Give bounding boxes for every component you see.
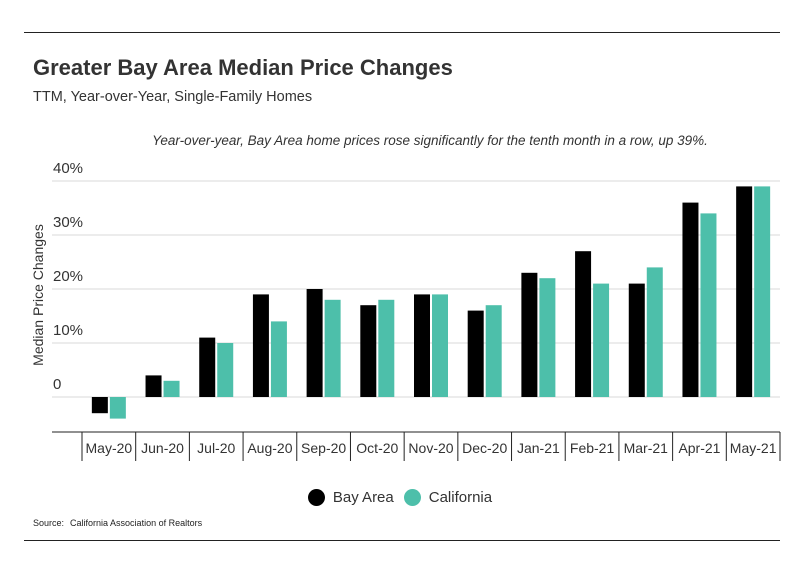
source-label: Source: bbox=[33, 518, 65, 528]
source-text: California Association of Realtors bbox=[70, 518, 203, 528]
y-tick-label: 40% bbox=[53, 160, 83, 177]
bar-california bbox=[378, 299, 395, 397]
bar-bay-area bbox=[414, 294, 430, 397]
x-tick-label: Feb-21 bbox=[570, 440, 615, 456]
bar-california bbox=[539, 278, 556, 397]
x-tick-label: Dec-20 bbox=[462, 440, 507, 456]
x-tick-label: Nov-20 bbox=[408, 440, 453, 456]
x-tick-label: Jan-21 bbox=[517, 440, 560, 456]
bar-bay-area bbox=[145, 375, 162, 397]
bottom-rule bbox=[24, 540, 780, 541]
legend-label-california: California bbox=[428, 489, 493, 506]
bar-california bbox=[109, 397, 126, 419]
legend-label-bay-area: Bay Area bbox=[332, 489, 394, 506]
bar-bay-area bbox=[199, 337, 216, 397]
bar-california bbox=[324, 299, 341, 397]
x-tick-label: Jun-20 bbox=[141, 440, 184, 456]
source-note: Source: California Association of Realtor… bbox=[33, 518, 208, 528]
bar-bay-area bbox=[682, 202, 699, 397]
bar-california bbox=[270, 321, 287, 397]
x-tick-label: Sep-20 bbox=[301, 440, 346, 456]
x-tick-label: May-21 bbox=[730, 440, 777, 456]
legend-item-california: California bbox=[403, 489, 493, 506]
y-tick-label: 10% bbox=[53, 322, 83, 339]
chart-annotation: Year-over-year, Bay Area home prices ros… bbox=[152, 133, 708, 148]
chart-subtitle: TTM, Year-over-Year, Single-Family Homes bbox=[33, 89, 313, 105]
bar-california bbox=[646, 267, 663, 397]
bar-california bbox=[432, 294, 448, 397]
bar-bay-area bbox=[360, 305, 377, 397]
bar-california bbox=[217, 343, 234, 397]
x-tick-label: Apr-21 bbox=[678, 440, 720, 456]
bar-bay-area bbox=[91, 397, 108, 414]
bar-bay-area bbox=[306, 289, 323, 397]
bar-california bbox=[754, 186, 771, 397]
x-tick-label: Aug-20 bbox=[247, 440, 292, 456]
bar-california bbox=[163, 380, 180, 397]
x-tick-label: Mar-21 bbox=[624, 440, 669, 456]
y-tick-label: 20% bbox=[53, 268, 83, 285]
bar-bay-area bbox=[736, 186, 753, 397]
chart-title: Greater Bay Area Median Price Changes bbox=[33, 55, 453, 80]
bar-bay-area bbox=[521, 272, 538, 397]
x-tick-label: Oct-20 bbox=[356, 440, 398, 456]
bar-bay-area bbox=[252, 294, 269, 397]
bar-california bbox=[700, 213, 717, 397]
y-tick-label: 30% bbox=[53, 214, 83, 231]
x-tick-label: Jul-20 bbox=[197, 440, 235, 456]
bar-bay-area bbox=[575, 251, 592, 397]
y-tick-label: 0 bbox=[53, 376, 61, 393]
bar-california bbox=[485, 305, 502, 397]
legend-item-bay-area: Bay Area bbox=[307, 489, 394, 506]
bar-california bbox=[593, 283, 610, 397]
legend-swatch-california bbox=[403, 489, 421, 506]
bar-bay-area bbox=[467, 310, 484, 397]
top-rule bbox=[24, 32, 780, 33]
legend: Bay Area California bbox=[0, 489, 800, 506]
bar-bay-area bbox=[628, 283, 645, 397]
x-tick-label: May-20 bbox=[86, 440, 133, 456]
legend-swatch-bay-area bbox=[307, 489, 325, 506]
